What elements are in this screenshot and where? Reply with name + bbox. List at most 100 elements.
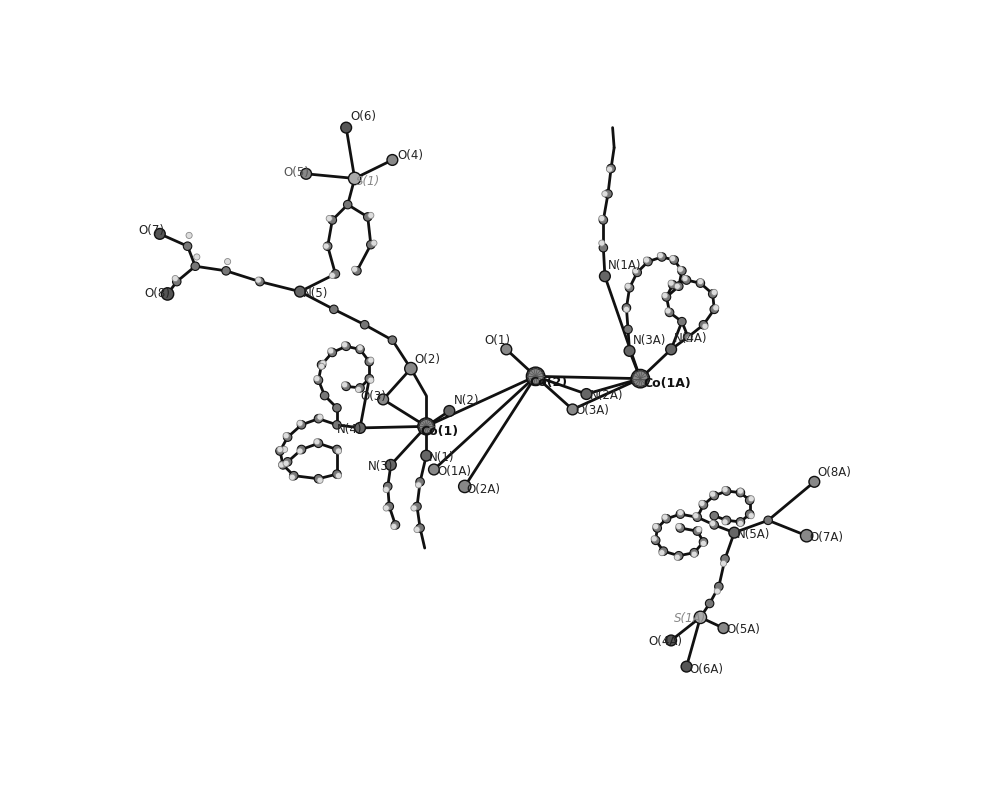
Circle shape (411, 505, 417, 511)
Circle shape (352, 266, 358, 272)
Circle shape (718, 622, 729, 634)
Circle shape (633, 371, 648, 387)
Circle shape (599, 240, 605, 246)
Circle shape (713, 305, 719, 311)
Circle shape (699, 500, 705, 507)
Circle shape (678, 267, 686, 275)
Circle shape (368, 377, 374, 384)
Circle shape (357, 345, 363, 351)
Circle shape (283, 433, 292, 441)
Circle shape (194, 254, 200, 260)
Circle shape (356, 345, 364, 353)
Circle shape (745, 510, 754, 518)
Circle shape (602, 191, 608, 197)
Circle shape (283, 457, 292, 466)
Circle shape (666, 344, 677, 355)
Text: O(5): O(5) (283, 166, 309, 179)
Circle shape (501, 344, 512, 355)
Circle shape (317, 477, 323, 484)
Circle shape (662, 515, 671, 523)
Circle shape (625, 283, 634, 292)
Circle shape (385, 503, 394, 511)
Circle shape (711, 289, 717, 295)
Text: Co(1A): Co(1A) (643, 377, 691, 390)
Circle shape (297, 448, 303, 454)
Circle shape (684, 333, 692, 341)
Circle shape (567, 404, 578, 414)
Circle shape (699, 321, 708, 329)
Circle shape (714, 588, 720, 594)
Circle shape (342, 342, 350, 350)
Circle shape (278, 462, 285, 468)
Text: O(1): O(1) (485, 333, 511, 347)
Circle shape (414, 526, 420, 533)
Circle shape (700, 541, 707, 546)
Circle shape (173, 277, 181, 286)
Circle shape (368, 212, 374, 218)
Circle shape (459, 480, 471, 492)
Circle shape (314, 475, 323, 483)
Circle shape (297, 421, 306, 429)
Circle shape (329, 272, 335, 279)
Circle shape (764, 516, 772, 525)
Circle shape (657, 252, 663, 259)
Circle shape (659, 549, 665, 556)
Circle shape (668, 280, 677, 289)
Circle shape (699, 501, 708, 509)
Circle shape (710, 511, 718, 520)
Circle shape (710, 491, 718, 500)
Circle shape (283, 433, 289, 439)
Circle shape (419, 419, 433, 434)
Circle shape (388, 336, 397, 345)
Text: O(5A): O(5A) (727, 623, 760, 636)
Circle shape (633, 268, 639, 274)
Circle shape (675, 282, 683, 291)
Text: S(1A): S(1A) (674, 612, 706, 626)
Text: O(2A): O(2A) (466, 483, 500, 496)
Circle shape (314, 376, 323, 384)
Circle shape (331, 270, 340, 278)
Circle shape (323, 242, 332, 250)
Circle shape (283, 461, 289, 466)
Circle shape (748, 513, 754, 518)
Circle shape (378, 394, 389, 405)
Circle shape (677, 510, 683, 515)
Circle shape (600, 271, 610, 282)
Circle shape (623, 306, 630, 312)
Circle shape (681, 661, 692, 672)
Circle shape (676, 524, 685, 532)
Circle shape (690, 549, 698, 557)
Text: O(4A): O(4A) (648, 635, 682, 649)
Circle shape (391, 523, 397, 530)
Text: O(8): O(8) (144, 287, 170, 300)
Text: O(6): O(6) (351, 110, 377, 123)
Circle shape (186, 233, 192, 238)
Circle shape (342, 341, 348, 348)
Text: O(7A): O(7A) (810, 530, 844, 544)
Text: N(1): N(1) (429, 451, 455, 464)
Circle shape (367, 241, 375, 249)
Circle shape (658, 252, 666, 261)
Circle shape (328, 348, 334, 354)
Circle shape (364, 213, 372, 222)
Circle shape (737, 488, 744, 494)
Circle shape (387, 155, 398, 165)
Circle shape (526, 367, 545, 386)
Circle shape (418, 418, 435, 435)
Circle shape (662, 515, 668, 520)
Text: N(1A): N(1A) (608, 259, 641, 272)
Circle shape (330, 305, 338, 314)
Circle shape (702, 323, 708, 330)
Circle shape (604, 190, 612, 198)
Text: N(2): N(2) (454, 394, 479, 407)
Circle shape (314, 414, 323, 423)
Circle shape (651, 536, 660, 545)
Circle shape (697, 279, 703, 285)
Circle shape (710, 520, 716, 526)
Text: N(4): N(4) (337, 423, 362, 436)
Circle shape (676, 523, 682, 530)
Circle shape (277, 446, 283, 453)
Circle shape (677, 266, 683, 272)
Circle shape (644, 257, 652, 266)
Circle shape (715, 582, 723, 591)
